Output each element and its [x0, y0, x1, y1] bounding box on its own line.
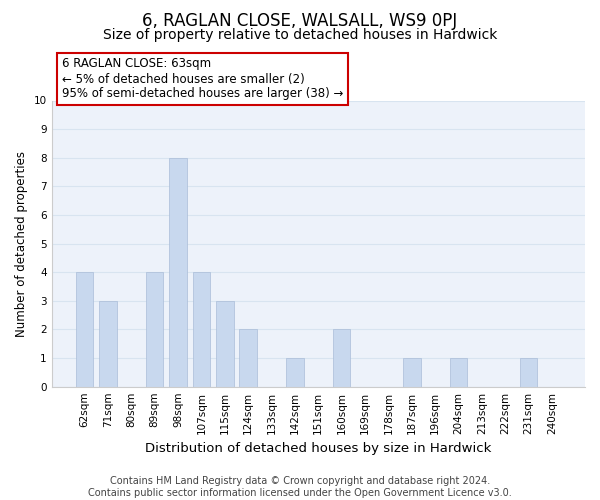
X-axis label: Distribution of detached houses by size in Hardwick: Distribution of detached houses by size …: [145, 442, 491, 455]
Text: 6, RAGLAN CLOSE, WALSALL, WS9 0PJ: 6, RAGLAN CLOSE, WALSALL, WS9 0PJ: [142, 12, 458, 30]
Text: Size of property relative to detached houses in Hardwick: Size of property relative to detached ho…: [103, 28, 497, 42]
Text: 6 RAGLAN CLOSE: 63sqm
← 5% of detached houses are smaller (2)
95% of semi-detach: 6 RAGLAN CLOSE: 63sqm ← 5% of detached h…: [62, 58, 344, 100]
Bar: [333, 330, 350, 386]
Bar: [520, 358, 538, 386]
Bar: [99, 301, 116, 386]
Bar: [146, 272, 163, 386]
Text: Contains HM Land Registry data © Crown copyright and database right 2024.
Contai: Contains HM Land Registry data © Crown c…: [88, 476, 512, 498]
Bar: [286, 358, 304, 386]
Bar: [76, 272, 94, 386]
Bar: [403, 358, 421, 386]
Bar: [169, 158, 187, 386]
Bar: [193, 272, 210, 386]
Y-axis label: Number of detached properties: Number of detached properties: [15, 150, 28, 336]
Bar: [239, 330, 257, 386]
Bar: [216, 301, 233, 386]
Bar: [450, 358, 467, 386]
